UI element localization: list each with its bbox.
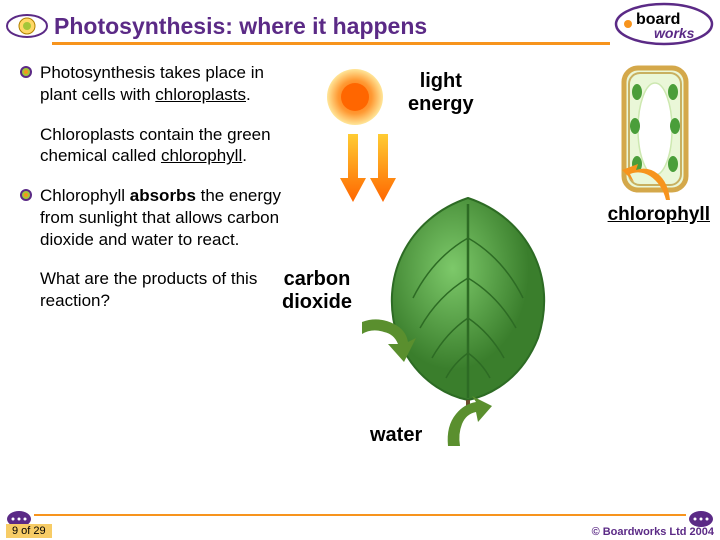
logo-works-text: works: [654, 25, 695, 41]
boardworks-logo: board works: [614, 2, 714, 46]
bullet-2-keyword: chlorophyll: [161, 146, 242, 165]
copyright: © Boardworks Ltd 2004: [592, 526, 714, 538]
chlorophyll-arrow-icon: [622, 164, 670, 204]
bullet-3-bold: absorbs: [130, 186, 196, 205]
title-underline: [52, 42, 610, 45]
content-area: Photosynthesis takes place in plant cell…: [0, 56, 720, 506]
bullet-4-text: What are the products of this reaction?: [40, 269, 257, 310]
bullet-dot-icon: [20, 189, 32, 201]
co2-arrow-icon: [358, 314, 418, 364]
bullet-list: Photosynthesis takes place in plant cell…: [40, 62, 300, 330]
bullet-2-suffix: .: [242, 146, 247, 165]
title-icon: [6, 11, 48, 41]
bullet-1-suffix: .: [246, 85, 251, 104]
carbon-dioxide-label: carbon dioxide: [282, 268, 352, 314]
leaf-icon: [358, 188, 578, 408]
water-arrow-icon: [442, 396, 492, 452]
bullet-3-text: Chlorophyll: [40, 186, 130, 205]
bullet-2: Chloroplasts contain the green chemical …: [40, 124, 300, 168]
title-bar: Photosynthesis: where it happens: [0, 8, 720, 44]
bullet-dot-icon: [20, 66, 32, 78]
bullet-3: Chlorophyll absorbs the energy from sunl…: [40, 185, 300, 250]
diagram-area: light energy carbon dioxide water: [300, 56, 710, 506]
footer-line: [34, 514, 686, 516]
chlorophyll-label: chlorophyll: [608, 204, 710, 226]
sun-icon: [326, 68, 384, 126]
page-title: Photosynthesis: where it happens: [54, 13, 427, 40]
bullet-1: Photosynthesis takes place in plant cell…: [40, 62, 300, 106]
water-label: water: [370, 424, 422, 447]
page-number: 9 of 29: [6, 524, 52, 538]
light-energy-label: light energy: [408, 70, 474, 116]
footer: 9 of 29 © Boardworks Ltd 2004: [0, 510, 720, 540]
bullet-1-keyword: chloroplasts: [155, 85, 246, 104]
bullet-4: What are the products of this reaction?: [40, 268, 300, 312]
